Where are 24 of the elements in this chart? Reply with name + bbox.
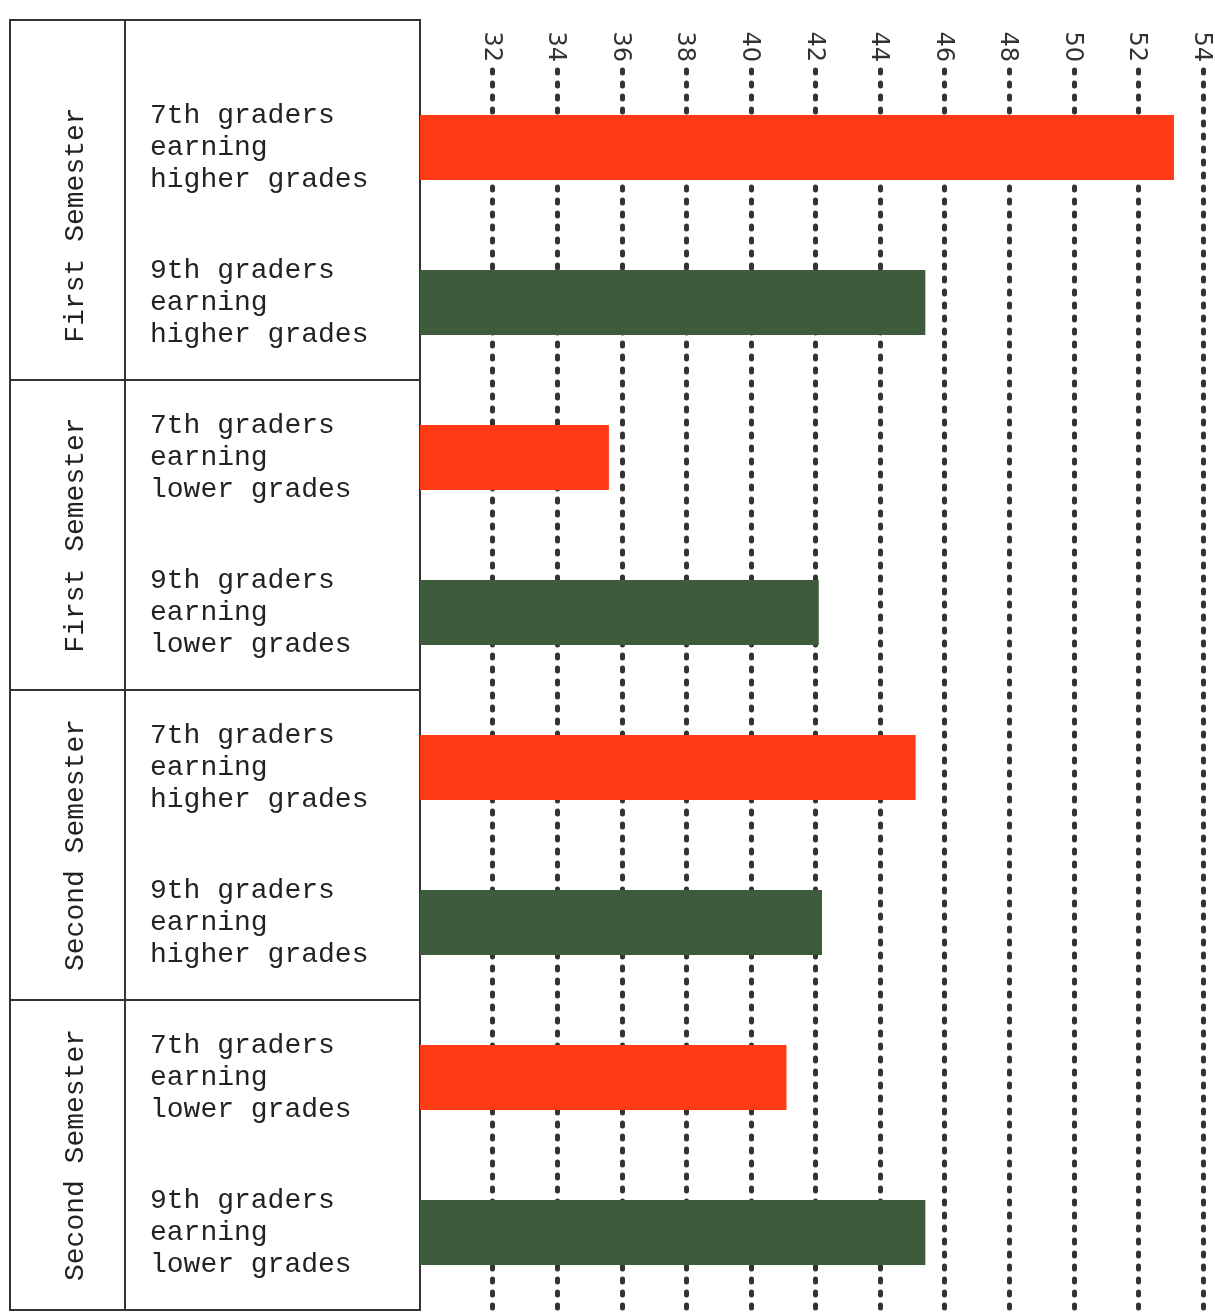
x-tick-label: 54 (1189, 31, 1215, 62)
y-tick-label: 9th graders earning higher grades (150, 255, 369, 350)
x-tick-label: 50 (1059, 31, 1088, 62)
x-tick-label: 42 (801, 31, 830, 62)
text: Second Semester (59, 718, 91, 972)
text: Second Semester (59, 1028, 91, 1282)
x-tick-label: 32 (478, 31, 507, 62)
x-tick-label: 38 (672, 31, 701, 62)
x-tick-label: 44 (866, 31, 895, 62)
x-tick-label: 36 (607, 31, 636, 62)
y-tick-label: 7th graders earning higher grades (150, 720, 369, 815)
x-tick-label: 34 (543, 31, 572, 62)
x-tick-label: 46 (930, 31, 959, 62)
text: First Semester (59, 417, 91, 653)
text: First Semester (59, 107, 91, 343)
y-tick-label: 7th graders earning lower grades (150, 1030, 352, 1125)
y-tick-label: 9th graders earning higher grades (150, 875, 369, 970)
y-tick-label: 7th graders earning lower grades (150, 410, 352, 505)
x-tick-label: 48 (995, 31, 1024, 62)
x-tick-label: 40 (736, 31, 765, 62)
y-tick-label: 9th graders earning lower grades (150, 1185, 352, 1280)
y-tick-label: 7th graders earning higher grades (150, 100, 369, 195)
x-tick-label: 52 (1124, 31, 1153, 62)
y-tick-label: 9th graders earning lower grades (150, 565, 352, 660)
